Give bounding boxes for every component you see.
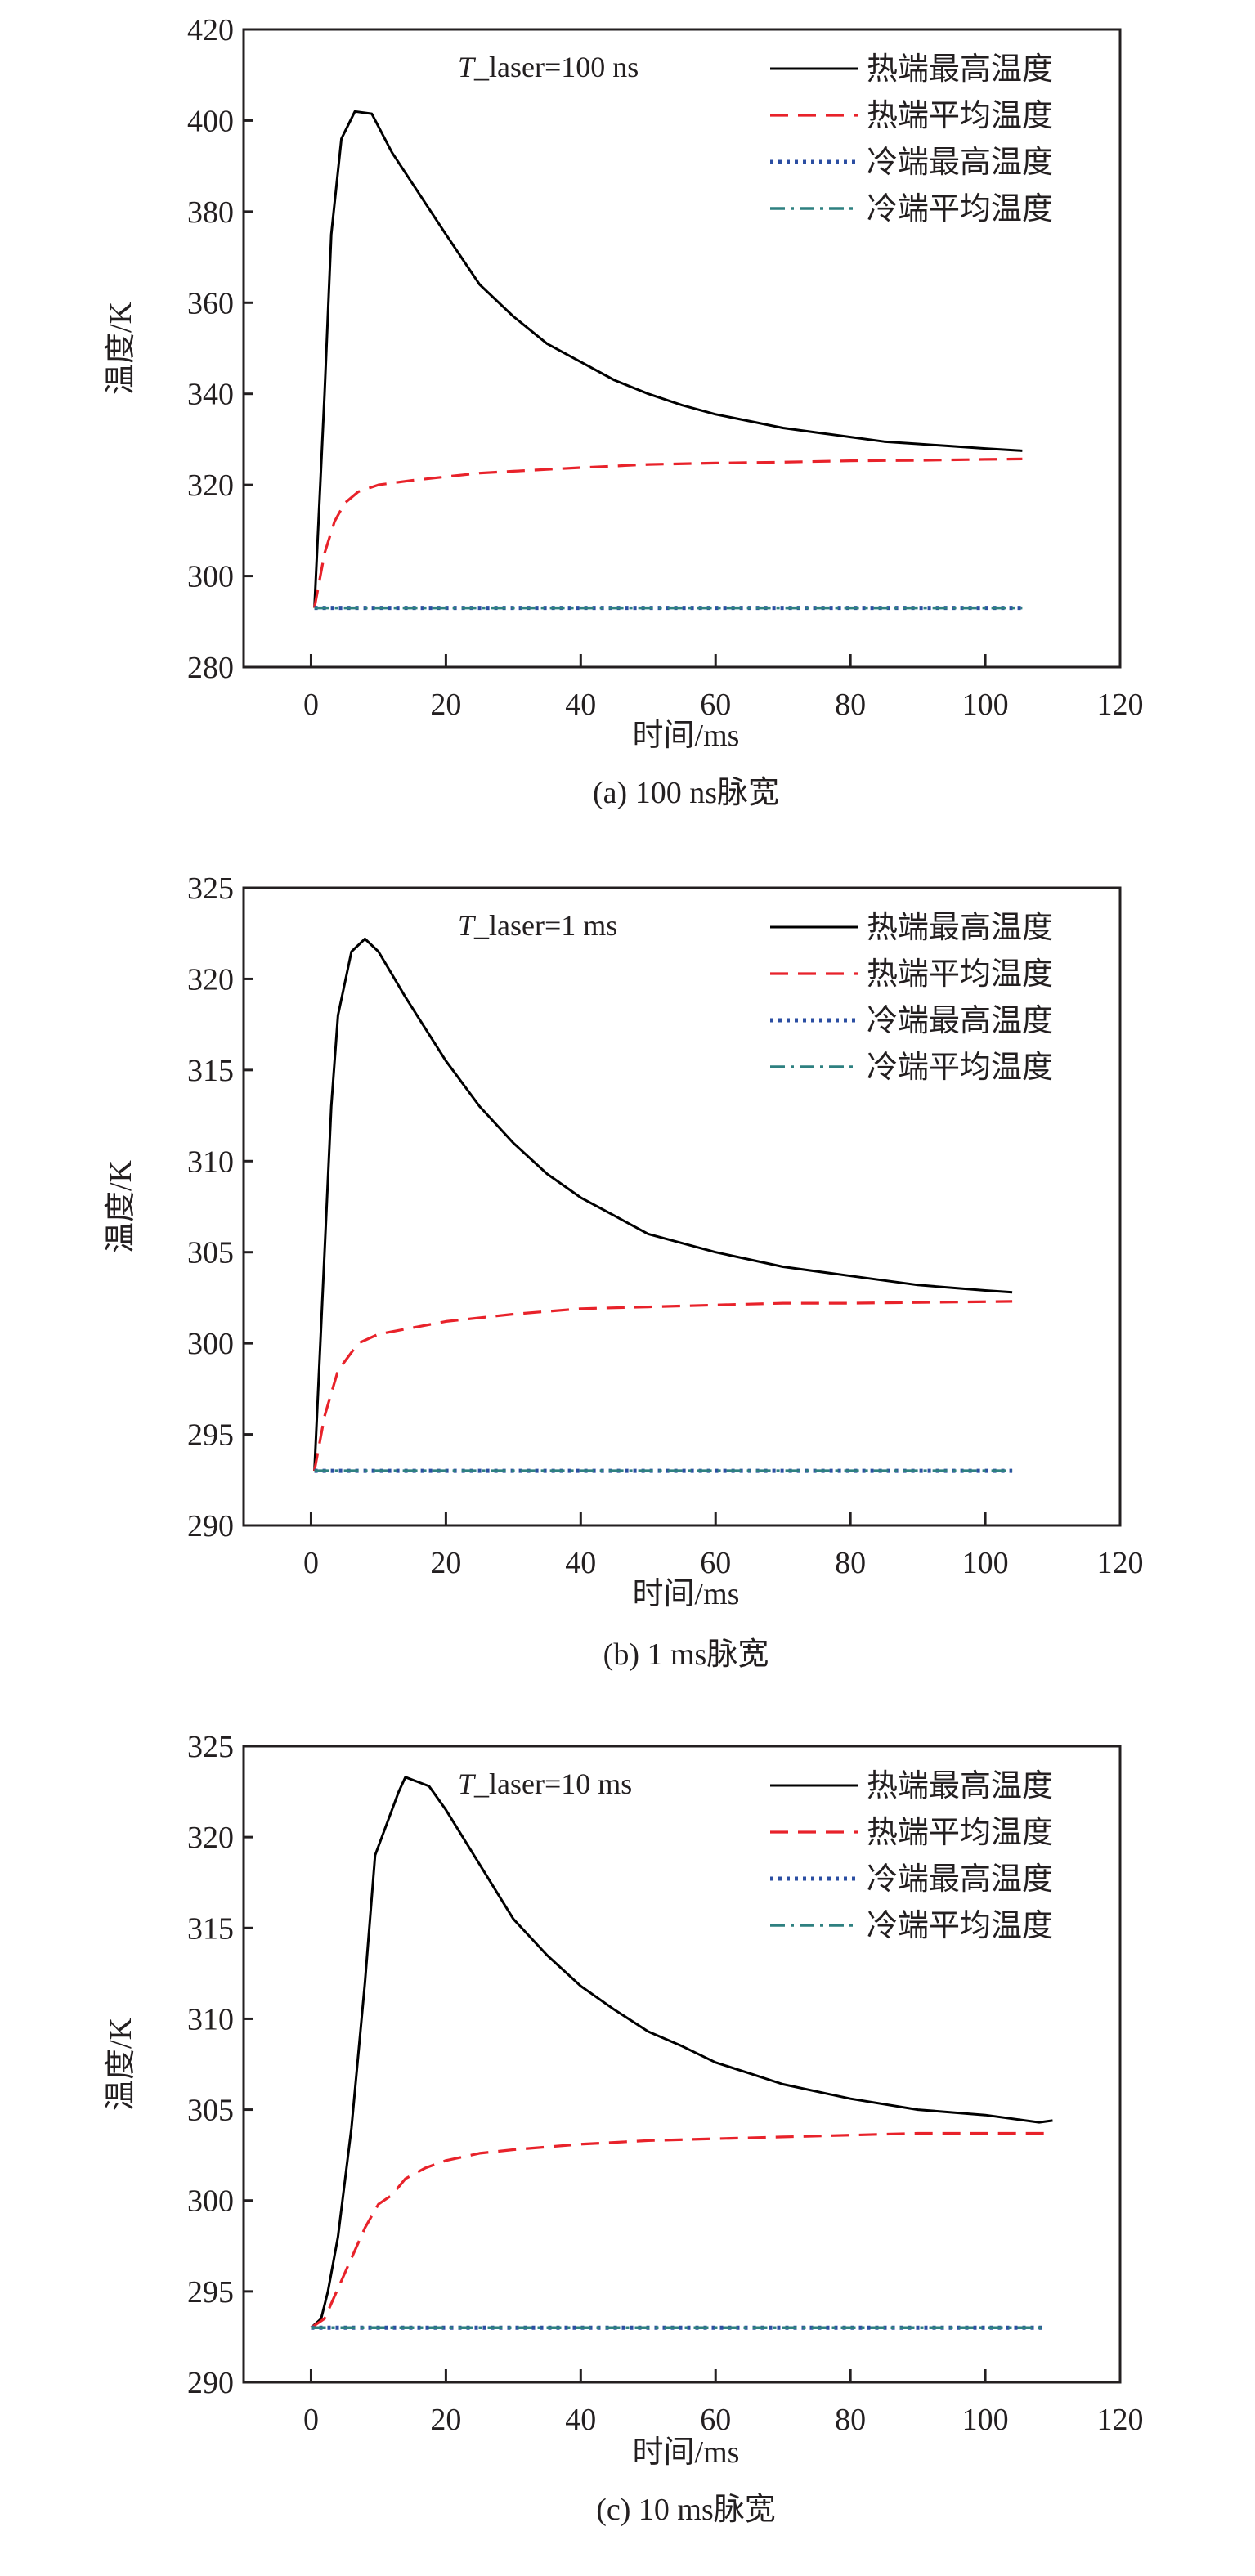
y-tick-label: 325 (187, 1730, 234, 1764)
y-tick-label: 295 (187, 2275, 234, 2309)
legend-label-2: 热端平均温度 (867, 1816, 1053, 1850)
x-tick-label: 60 (700, 1546, 731, 1580)
x-tick-label: 100 (962, 688, 1009, 722)
y-tick-label: 290 (187, 2366, 234, 2400)
x-tick-label: 80 (835, 2403, 866, 2437)
legend-label-2: 热端平均温度 (867, 957, 1053, 992)
chart-panel-3: 0 20 40 60 80 100 120 290 295 300 305 310 315 320 325 时… (104, 1730, 1144, 2527)
x-axis-label: 时间/ms (633, 2435, 740, 2470)
series-line-2 (310, 2131, 1053, 2329)
x-axis-label: 时间/ms (633, 1577, 740, 1611)
chart-caption: (b) 1 ms脉宽 (603, 1637, 769, 1672)
legend-label-3: 冷端最高温度 (867, 146, 1053, 180)
y-tick-label: 305 (187, 2094, 234, 2128)
legend-label-3: 冷端最高温度 (867, 1004, 1053, 1038)
y-axis-label: 温度/K (104, 2017, 138, 2111)
annotation-italic: T (458, 51, 477, 83)
chart-panel-2: 0 20 40 60 80 100 120 290 295 300 305 310 315 320 325 时… (104, 871, 1144, 1672)
x-axis-label: 时间/ms (633, 719, 740, 753)
legend-label-4: 冷端平均温度 (867, 1909, 1053, 1943)
annotation-italic: T (458, 1767, 477, 1800)
annotation-italic: T (458, 909, 477, 942)
x-tick-label: 40 (565, 1546, 596, 1580)
legend-label-1: 热端最高温度 (867, 1769, 1053, 1803)
y-tick-label: 340 (187, 378, 234, 412)
x-tick-label: 60 (700, 688, 731, 722)
legend-label-3: 冷端最高温度 (867, 1862, 1053, 1897)
x-tick-label: 80 (835, 688, 866, 722)
y-tick-label: 315 (187, 1054, 234, 1088)
x-tick-label: 0 (303, 688, 319, 722)
y-tick-label: 320 (187, 468, 234, 503)
x-tick-label: 80 (835, 1546, 866, 1580)
annotation-text: _laser=1 ms (473, 909, 617, 942)
y-tick-label: 380 (187, 195, 234, 230)
y-tick-label: 305 (187, 1236, 234, 1270)
x-tick-label: 20 (430, 2403, 461, 2437)
chart-caption: (c) 10 ms脉宽 (596, 2493, 776, 2527)
x-tick-label: 20 (430, 1546, 461, 1580)
pulse-width-annotation: T_laser=100 ns (458, 51, 639, 83)
series-line-1 (313, 110, 1023, 608)
y-tick-label: 300 (187, 2184, 234, 2219)
x-tick-label: 40 (565, 688, 596, 722)
x-tick-label: 120 (1097, 1546, 1144, 1580)
series-line-1 (310, 1776, 1053, 2329)
plot-frame (242, 1745, 1122, 2384)
y-tick-label: 320 (187, 962, 234, 997)
legend-label-2: 热端平均温度 (867, 99, 1053, 133)
series-line-1 (313, 937, 1013, 1472)
y-tick-label: 315 (187, 1911, 234, 1946)
x-tick-label: 20 (430, 688, 461, 722)
plot-frame (242, 886, 1122, 1527)
pulse-width-annotation: T_laser=1 ms (458, 909, 617, 942)
y-tick-label: 280 (187, 651, 234, 685)
y-tick-label: 325 (187, 871, 234, 906)
y-tick-label: 300 (187, 1327, 234, 1361)
x-tick-label: 120 (1097, 2403, 1144, 2437)
series-line-2 (313, 457, 1023, 608)
plot-frame (242, 28, 1122, 669)
x-tick-label: 40 (565, 2403, 596, 2437)
x-tick-label: 0 (303, 1546, 319, 1580)
y-tick-label: 320 (187, 1821, 234, 1855)
y-tick-label: 295 (187, 1418, 234, 1453)
y-tick-label: 310 (187, 1145, 234, 1179)
series-line-2 (313, 1300, 1013, 1472)
y-tick-label: 290 (187, 1509, 234, 1543)
annotation-text: _laser=100 ns (473, 51, 639, 83)
y-axis-label: 温度/K (104, 1159, 138, 1253)
x-tick-label: 100 (962, 1546, 1009, 1580)
y-tick-label: 300 (187, 560, 234, 594)
legend-label-1: 热端最高温度 (867, 911, 1053, 945)
legend-label-1: 热端最高温度 (867, 52, 1053, 87)
x-tick-label: 0 (303, 2403, 319, 2437)
chart-panel-1: 0 20 40 60 80 100 120 280 300 320 340 360 380 400 420 时… (104, 13, 1144, 810)
y-axis-label: 温度/K (104, 301, 138, 395)
legend-label-4: 冷端平均温度 (867, 192, 1053, 226)
y-tick-label: 310 (187, 2002, 234, 2036)
annotation-text: _laser=10 ms (473, 1767, 632, 1800)
x-tick-label: 120 (1097, 688, 1144, 722)
x-tick-label: 60 (700, 2403, 731, 2437)
y-tick-label: 360 (187, 286, 234, 320)
x-tick-label: 100 (962, 2403, 1009, 2437)
y-tick-label: 420 (187, 13, 234, 47)
pulse-width-annotation: T_laser=10 ms (458, 1767, 632, 1800)
legend-label-4: 冷端平均温度 (867, 1051, 1053, 1085)
y-tick-label: 400 (187, 104, 234, 138)
chart-caption: (a) 100 ns脉宽 (593, 776, 779, 810)
